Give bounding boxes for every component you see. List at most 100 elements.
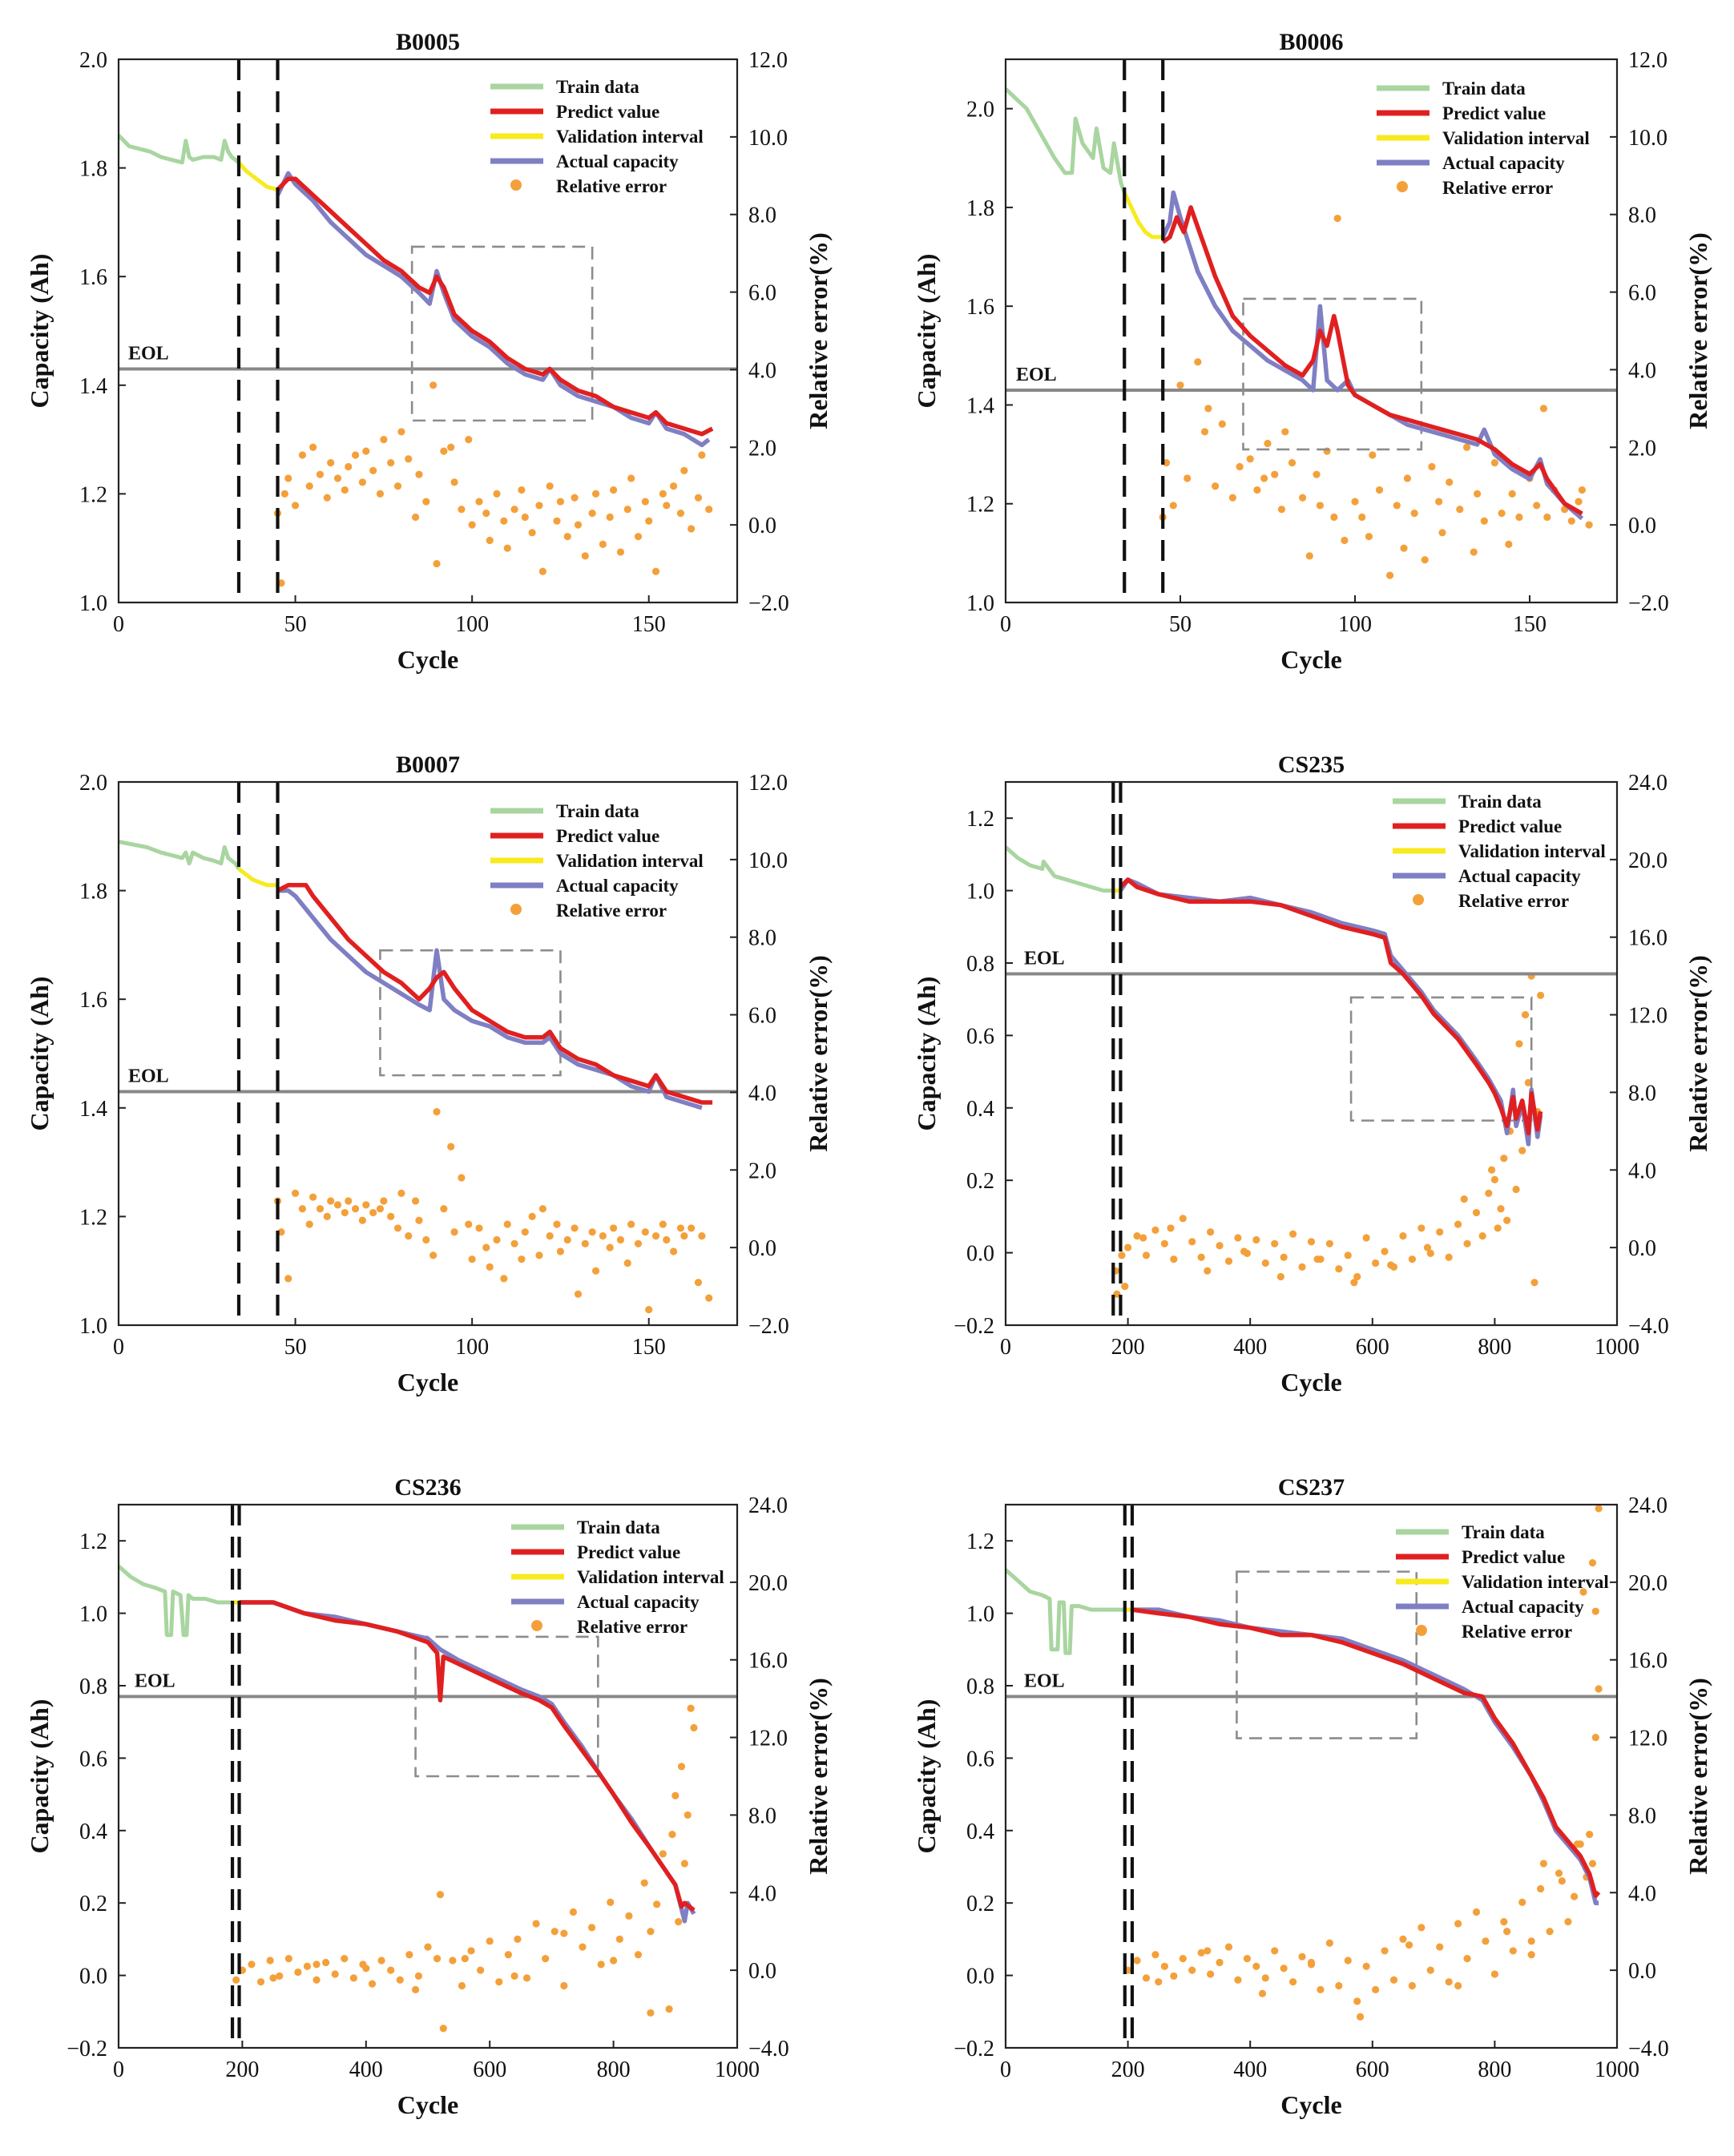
error-point [634, 533, 643, 541]
y2-tick-label: 6.0 [1628, 281, 1656, 306]
error-point [450, 478, 458, 486]
error-point [647, 2009, 655, 2017]
plot-area [1006, 59, 1617, 602]
y2-tick-label: 12.0 [748, 1727, 788, 1751]
eol-label: EOL [1016, 365, 1057, 385]
eol-label: EOL [1024, 1671, 1065, 1692]
error-point [1524, 1078, 1532, 1086]
error-point [1261, 1259, 1269, 1267]
legend-label: Validation interval [1458, 841, 1606, 861]
x-tick-label: 1000 [1595, 2057, 1639, 2082]
error-point [1113, 1290, 1121, 1298]
error-point [1498, 510, 1506, 518]
error-point [1252, 1235, 1260, 1244]
error-point [256, 1978, 265, 1986]
error-point [518, 1255, 526, 1263]
chart-title: B0007 [396, 752, 460, 778]
error-point [1512, 1185, 1520, 1194]
y2-axis-label: Relative error(%) [804, 232, 833, 429]
plot-area [119, 1505, 737, 2048]
error-point [1313, 470, 1321, 478]
chart-panel-cs236: CS236 −0.2 0.0 0.2 0.4 0.6 0.8 1.0 1.2 −4.0 0.0 4.0… [25, 1474, 833, 2119]
y2-tick-label: 8.0 [748, 1803, 776, 1828]
error-point [1271, 1239, 1279, 1247]
x-tick-label: 200 [225, 2057, 259, 2082]
error-point [587, 1924, 596, 1932]
train-data-line [119, 840, 241, 870]
error-point [1330, 513, 1338, 522]
error-point [1381, 1247, 1389, 1255]
actual-capacity-line [239, 1600, 696, 1924]
error-point [1578, 486, 1586, 494]
error-point [1456, 506, 1464, 514]
error-point [591, 1267, 600, 1275]
error-point [1372, 1259, 1380, 1267]
error-point [663, 1235, 671, 1244]
error-point [705, 506, 713, 514]
legend-label: Actual capacity [1458, 866, 1581, 886]
error-point [1505, 540, 1513, 548]
error-point [1527, 1937, 1535, 1945]
plot-area [1006, 782, 1617, 1325]
error-point [341, 1955, 349, 1963]
error-point [560, 1929, 568, 1937]
y2-tick-label: 8.0 [1628, 204, 1656, 228]
error-point [1344, 1251, 1352, 1259]
x-tick-label: 600 [1356, 2057, 1389, 2082]
y2-tick-label: 2.0 [748, 436, 776, 461]
error-point [705, 1294, 713, 1302]
y2-tick-label: 0.0 [748, 514, 776, 538]
error-point [1438, 529, 1446, 537]
legend-marker-relative-error [1397, 181, 1408, 192]
error-point [1325, 1939, 1333, 1947]
error-point [1252, 1962, 1260, 1970]
x-axis-label: Cycle [1280, 2090, 1341, 2119]
error-point [327, 459, 335, 467]
error-point [606, 1243, 614, 1251]
error-point [368, 1980, 377, 1988]
error-point [1500, 1918, 1508, 1926]
y2-tick-label: 10.0 [748, 848, 788, 873]
error-point [458, 1174, 466, 1182]
error-point [358, 1216, 366, 1224]
error-point [415, 1216, 423, 1224]
error-point [447, 443, 455, 451]
validation-interval-line [1122, 191, 1163, 240]
error-point [1487, 1166, 1496, 1174]
y2-tick-label: 4.0 [748, 1081, 776, 1106]
error-point [1353, 1997, 1361, 2005]
error-point [1224, 1943, 1233, 1951]
error-point [1317, 1985, 1325, 1993]
error-point [477, 1966, 485, 1974]
error-point [574, 521, 583, 529]
error-point [1530, 1279, 1538, 1287]
error-point [1151, 1226, 1159, 1234]
error-point [606, 513, 614, 522]
error-point [1482, 1937, 1490, 1945]
predict-value-line [276, 883, 713, 1105]
error-point [599, 540, 607, 548]
chart-panel-b0006: B0006 1.0 1.2 1.4 1.6 1.8 2.0 −2.0 0.0 2.0 4.0 6.0 8… [912, 29, 1712, 674]
error-point [1567, 517, 1575, 525]
error-point [475, 498, 483, 506]
error-point [680, 1232, 688, 1240]
zoom-box [1236, 1570, 1418, 1739]
predict-value-line [276, 176, 714, 437]
error-point [579, 1943, 587, 1951]
error-point [553, 517, 561, 525]
error-point [333, 474, 342, 482]
error-point [1515, 513, 1523, 522]
y2-tick-label: 12.0 [1628, 48, 1667, 73]
y2-axis-label: Relative error(%) [1684, 955, 1712, 1152]
error-point [616, 548, 625, 556]
y-axis-label: Capacity (Ah) [912, 254, 941, 409]
predict-value-line [1161, 205, 1583, 516]
error-point [1281, 428, 1289, 436]
error-point [1170, 1255, 1178, 1263]
y-tick-label: 1.2 [79, 482, 107, 507]
error-point [1591, 1733, 1599, 1742]
y2-axis-label: Relative error(%) [804, 955, 833, 1152]
error-point [1478, 1232, 1486, 1240]
error-point [1240, 1247, 1248, 1255]
y2-tick-label: 8.0 [748, 204, 776, 228]
